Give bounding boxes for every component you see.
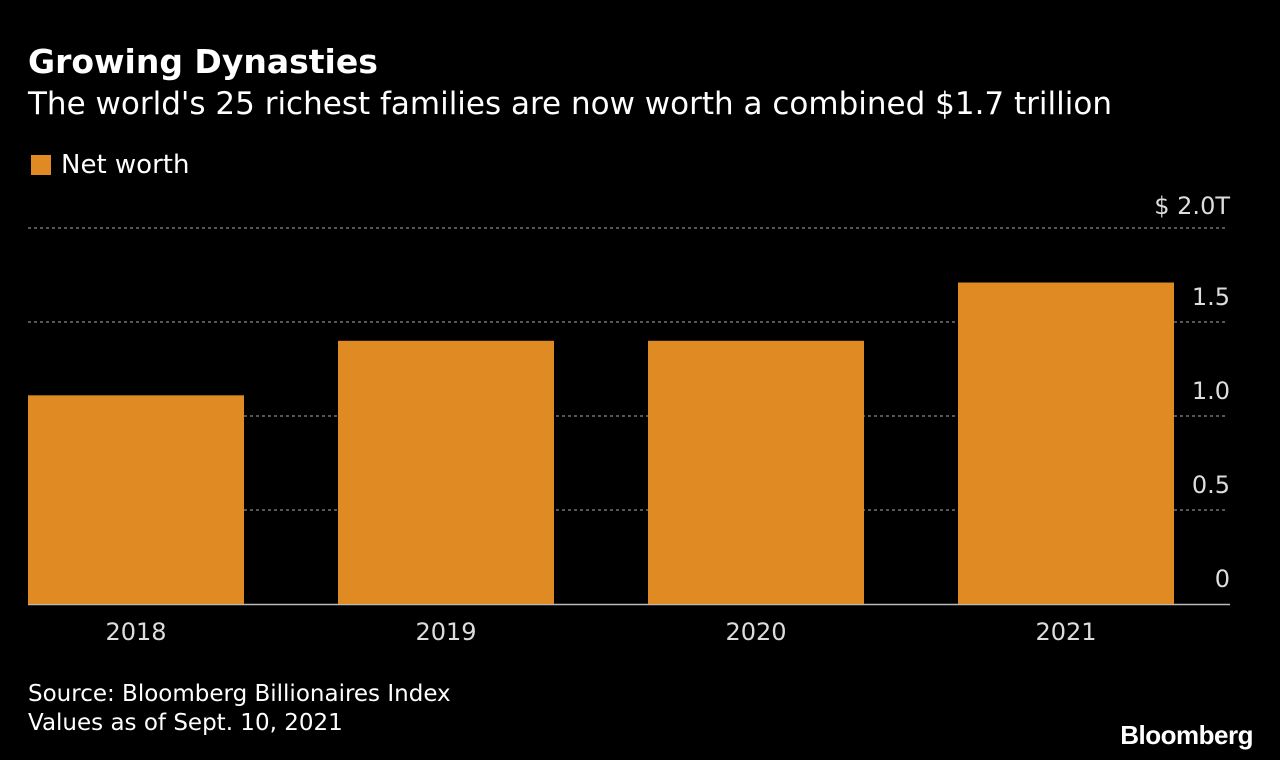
bar-2018 xyxy=(28,395,244,604)
source-note: Source: Bloomberg Billionaires Index xyxy=(28,681,451,707)
chart-subtitle: The world's 25 richest families are now … xyxy=(28,86,1112,122)
chart-title: Growing Dynasties xyxy=(28,42,378,81)
x-tick-label: 2021 xyxy=(1035,618,1096,646)
bar-2019 xyxy=(338,340,554,604)
y-tick-label: 0 xyxy=(1215,565,1230,593)
y-tick-label: $ 2.0T xyxy=(1154,192,1230,220)
x-tick-label: 2018 xyxy=(105,618,166,646)
bar-2021 xyxy=(958,282,1174,604)
y-axis-ticks: $ 2.0T 1.5 1.0 0.5 0 xyxy=(1154,192,1230,593)
y-tick-label: 1.5 xyxy=(1192,283,1230,311)
x-axis-labels: 2018 2019 2020 2021 xyxy=(105,618,1096,646)
date-note: Values as of Sept. 10, 2021 xyxy=(28,710,343,736)
legend-swatch xyxy=(31,155,51,175)
legend-label-net-worth: Net worth xyxy=(61,150,190,180)
bar-2020 xyxy=(648,340,864,604)
bloomberg-logo: Bloomberg xyxy=(1120,720,1253,750)
x-tick-label: 2020 xyxy=(725,618,786,646)
legend: Net worth xyxy=(31,145,189,185)
y-tick-label: 0.5 xyxy=(1192,471,1230,499)
bar-chart: $ 2.0T 1.5 1.0 0.5 0 2018 2019 2020 2021 xyxy=(28,192,1230,646)
x-tick-label: 2019 xyxy=(415,618,476,646)
y-tick-label: 1.0 xyxy=(1192,377,1230,405)
bars xyxy=(28,282,1174,604)
